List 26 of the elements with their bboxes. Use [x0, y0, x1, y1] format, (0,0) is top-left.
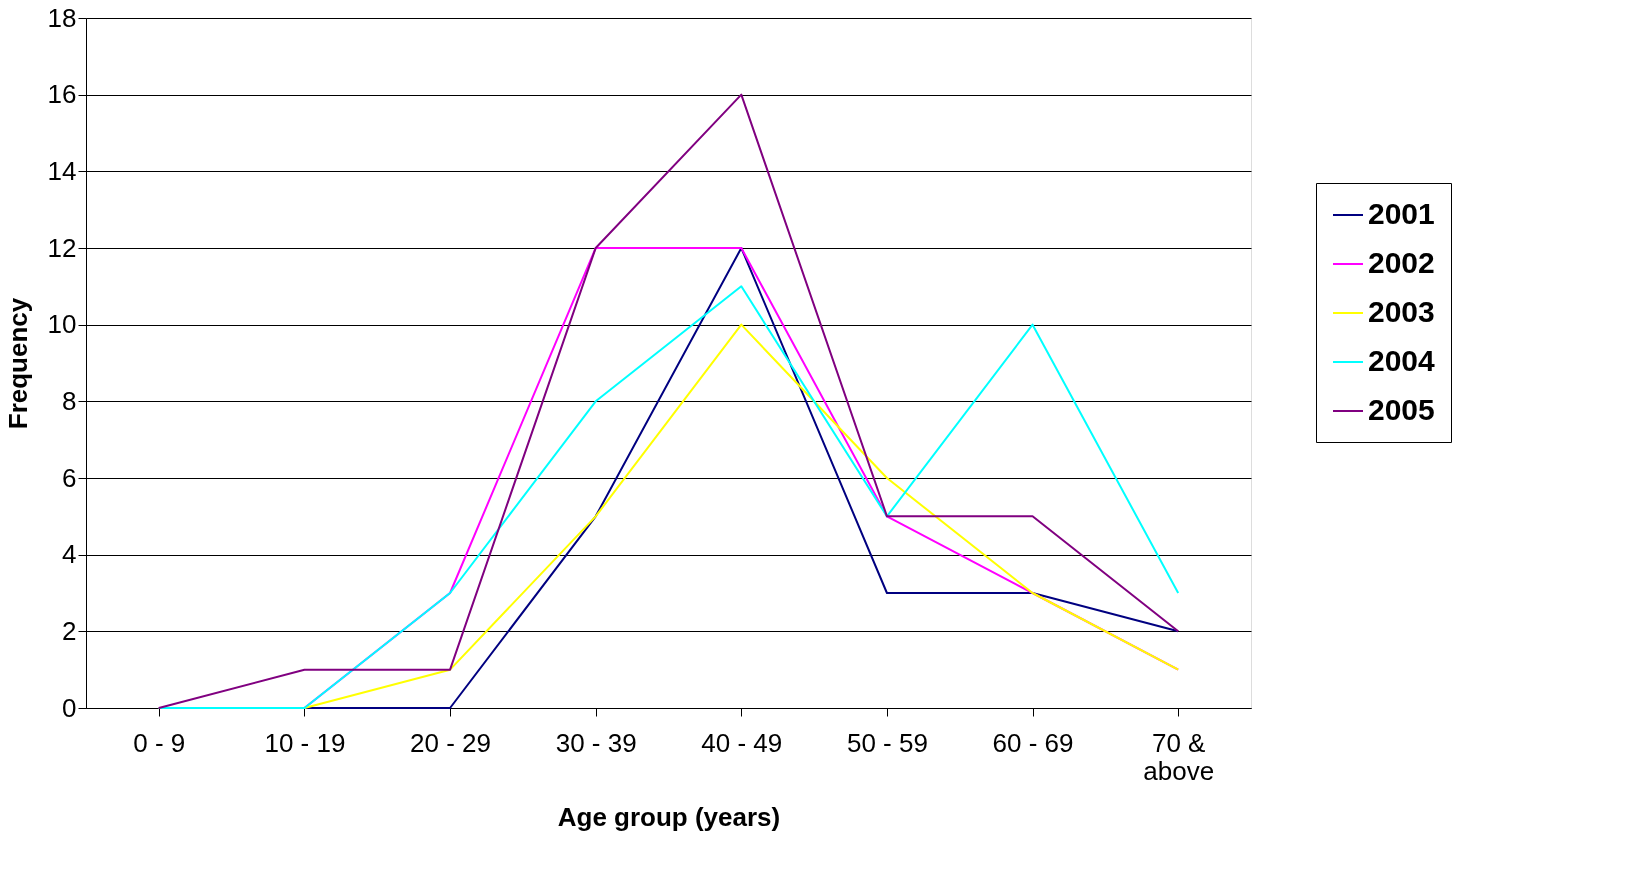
y-tick-label: 14 — [47, 155, 77, 186]
y-tick-label: 12 — [47, 232, 77, 263]
x-tick-label: 0 - 9 — [133, 727, 186, 758]
line-series — [157, 93, 1180, 709]
x-tick-label: 60 - 69 — [992, 727, 1074, 758]
legend-label: 2001 — [1368, 197, 1435, 230]
y-tick-label: 16 — [47, 79, 77, 110]
x-tick-label: 20 - 29 — [410, 727, 492, 758]
y-tick-label: 8 — [62, 385, 77, 416]
y-tick-label: 2 — [62, 615, 77, 646]
legend-label: 2004 — [1368, 344, 1436, 377]
x-tick-label: 30 - 39 — [555, 727, 637, 758]
x-axis-title: Age group (years) — [557, 801, 781, 832]
y-tick-label: 10 — [47, 309, 77, 340]
legend-label: 2003 — [1368, 295, 1435, 328]
y-tick-label: 6 — [62, 462, 77, 493]
x-tick-label: 10 - 19 — [264, 727, 346, 758]
legend-label: 2005 — [1368, 393, 1435, 426]
y-tick-label: 4 — [62, 539, 77, 570]
y-tick-label: 0 — [62, 692, 77, 723]
y-tick-label: 18 — [47, 2, 77, 33]
x-tick-label: 50 - 59 — [846, 727, 928, 758]
legend-label: 2002 — [1368, 246, 1435, 279]
y-axis-title: Frequency — [2, 297, 33, 430]
x-tick-label: 40 - 49 — [701, 727, 783, 758]
x-tick-label: 70 & above — [1143, 727, 1215, 786]
